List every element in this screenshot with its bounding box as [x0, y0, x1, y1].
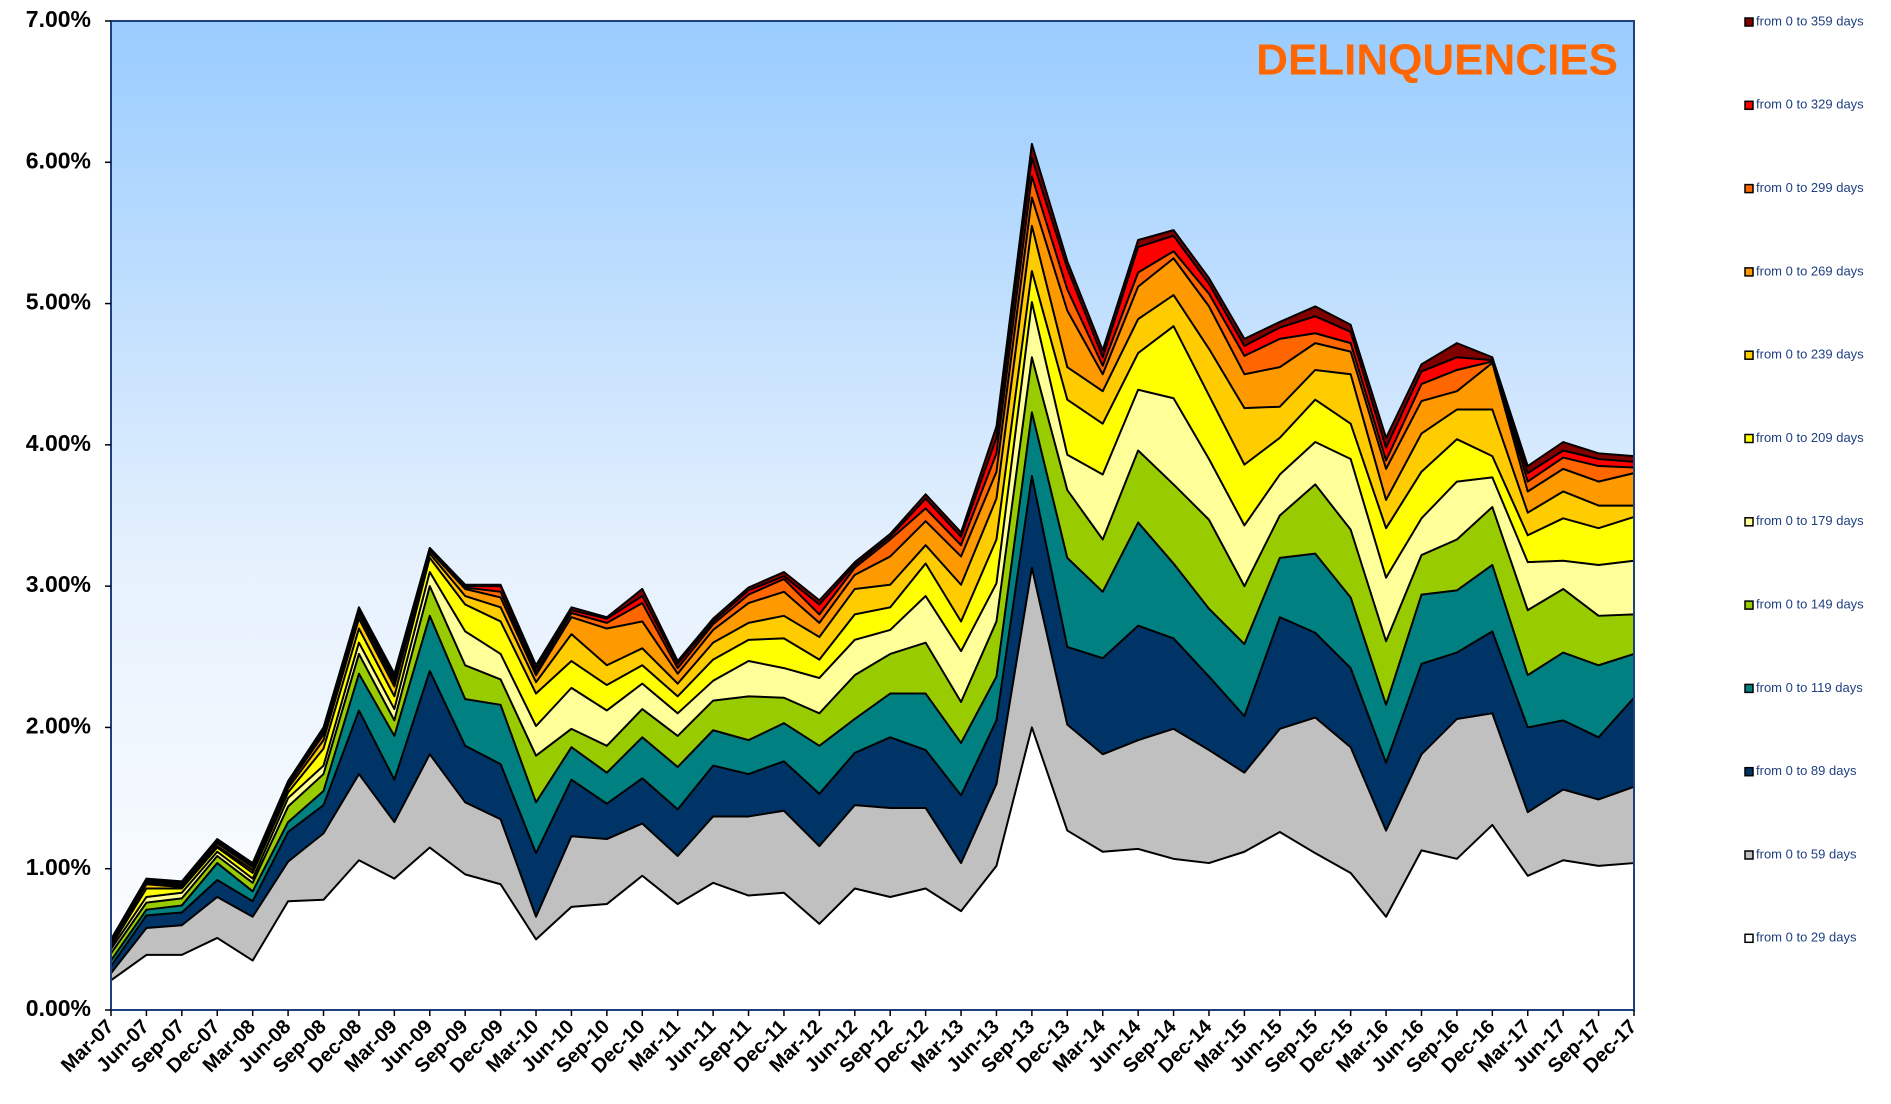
legend-label: from 0 to 329 days [1756, 97, 1864, 112]
legend-label: from 0 to 269 days [1756, 263, 1864, 278]
legend-swatch [1744, 183, 1754, 194]
legend-swatch [1744, 267, 1754, 277]
legend-swatch [1744, 600, 1754, 610]
y-tick-label: 5.00% [26, 289, 91, 315]
legend-swatch [1744, 433, 1754, 444]
legend-swatch [1744, 517, 1754, 527]
legend-swatch [1744, 350, 1754, 360]
area-series [110, 726, 1635, 1011]
legend-label: from 0 to 89 days [1756, 763, 1857, 778]
legend-swatch [1744, 100, 1754, 111]
legend-swatch [1744, 17, 1754, 27]
y-tick-label: 6.00% [26, 147, 91, 173]
legend-swatch [1744, 850, 1754, 860]
y-tick-label: 1.00% [26, 854, 91, 880]
y-tick-label: 7.00% [26, 6, 91, 32]
plot-frame [110, 20, 1635, 1011]
legend-label: from 0 to 239 days [1756, 347, 1864, 362]
chart-title: DELINQUENCIES [1256, 36, 1618, 85]
legend-swatch [1744, 933, 1754, 944]
areas [110, 142, 1635, 1011]
legend-label: from 0 to 179 days [1756, 513, 1864, 528]
legend-swatch [1744, 766, 1754, 777]
y-tick-label: 3.00% [26, 571, 91, 597]
y-tick-label: 0.00% [26, 995, 91, 1021]
y-tick-label: 4.00% [26, 430, 91, 456]
legend-label: from 0 to 299 days [1756, 180, 1864, 195]
y-tick-label: 2.00% [26, 713, 91, 739]
legend-label: from 0 to 359 days [1756, 13, 1864, 28]
legend-label: from 0 to 59 days [1756, 846, 1857, 861]
legend-swatch [1744, 683, 1754, 694]
legend-label: from 0 to 119 days [1756, 680, 1863, 695]
legend-label: from 0 to 29 days [1756, 930, 1857, 945]
legend-label: from 0 to 149 days [1756, 597, 1864, 612]
legend-label: from 0 to 209 days [1756, 430, 1864, 445]
